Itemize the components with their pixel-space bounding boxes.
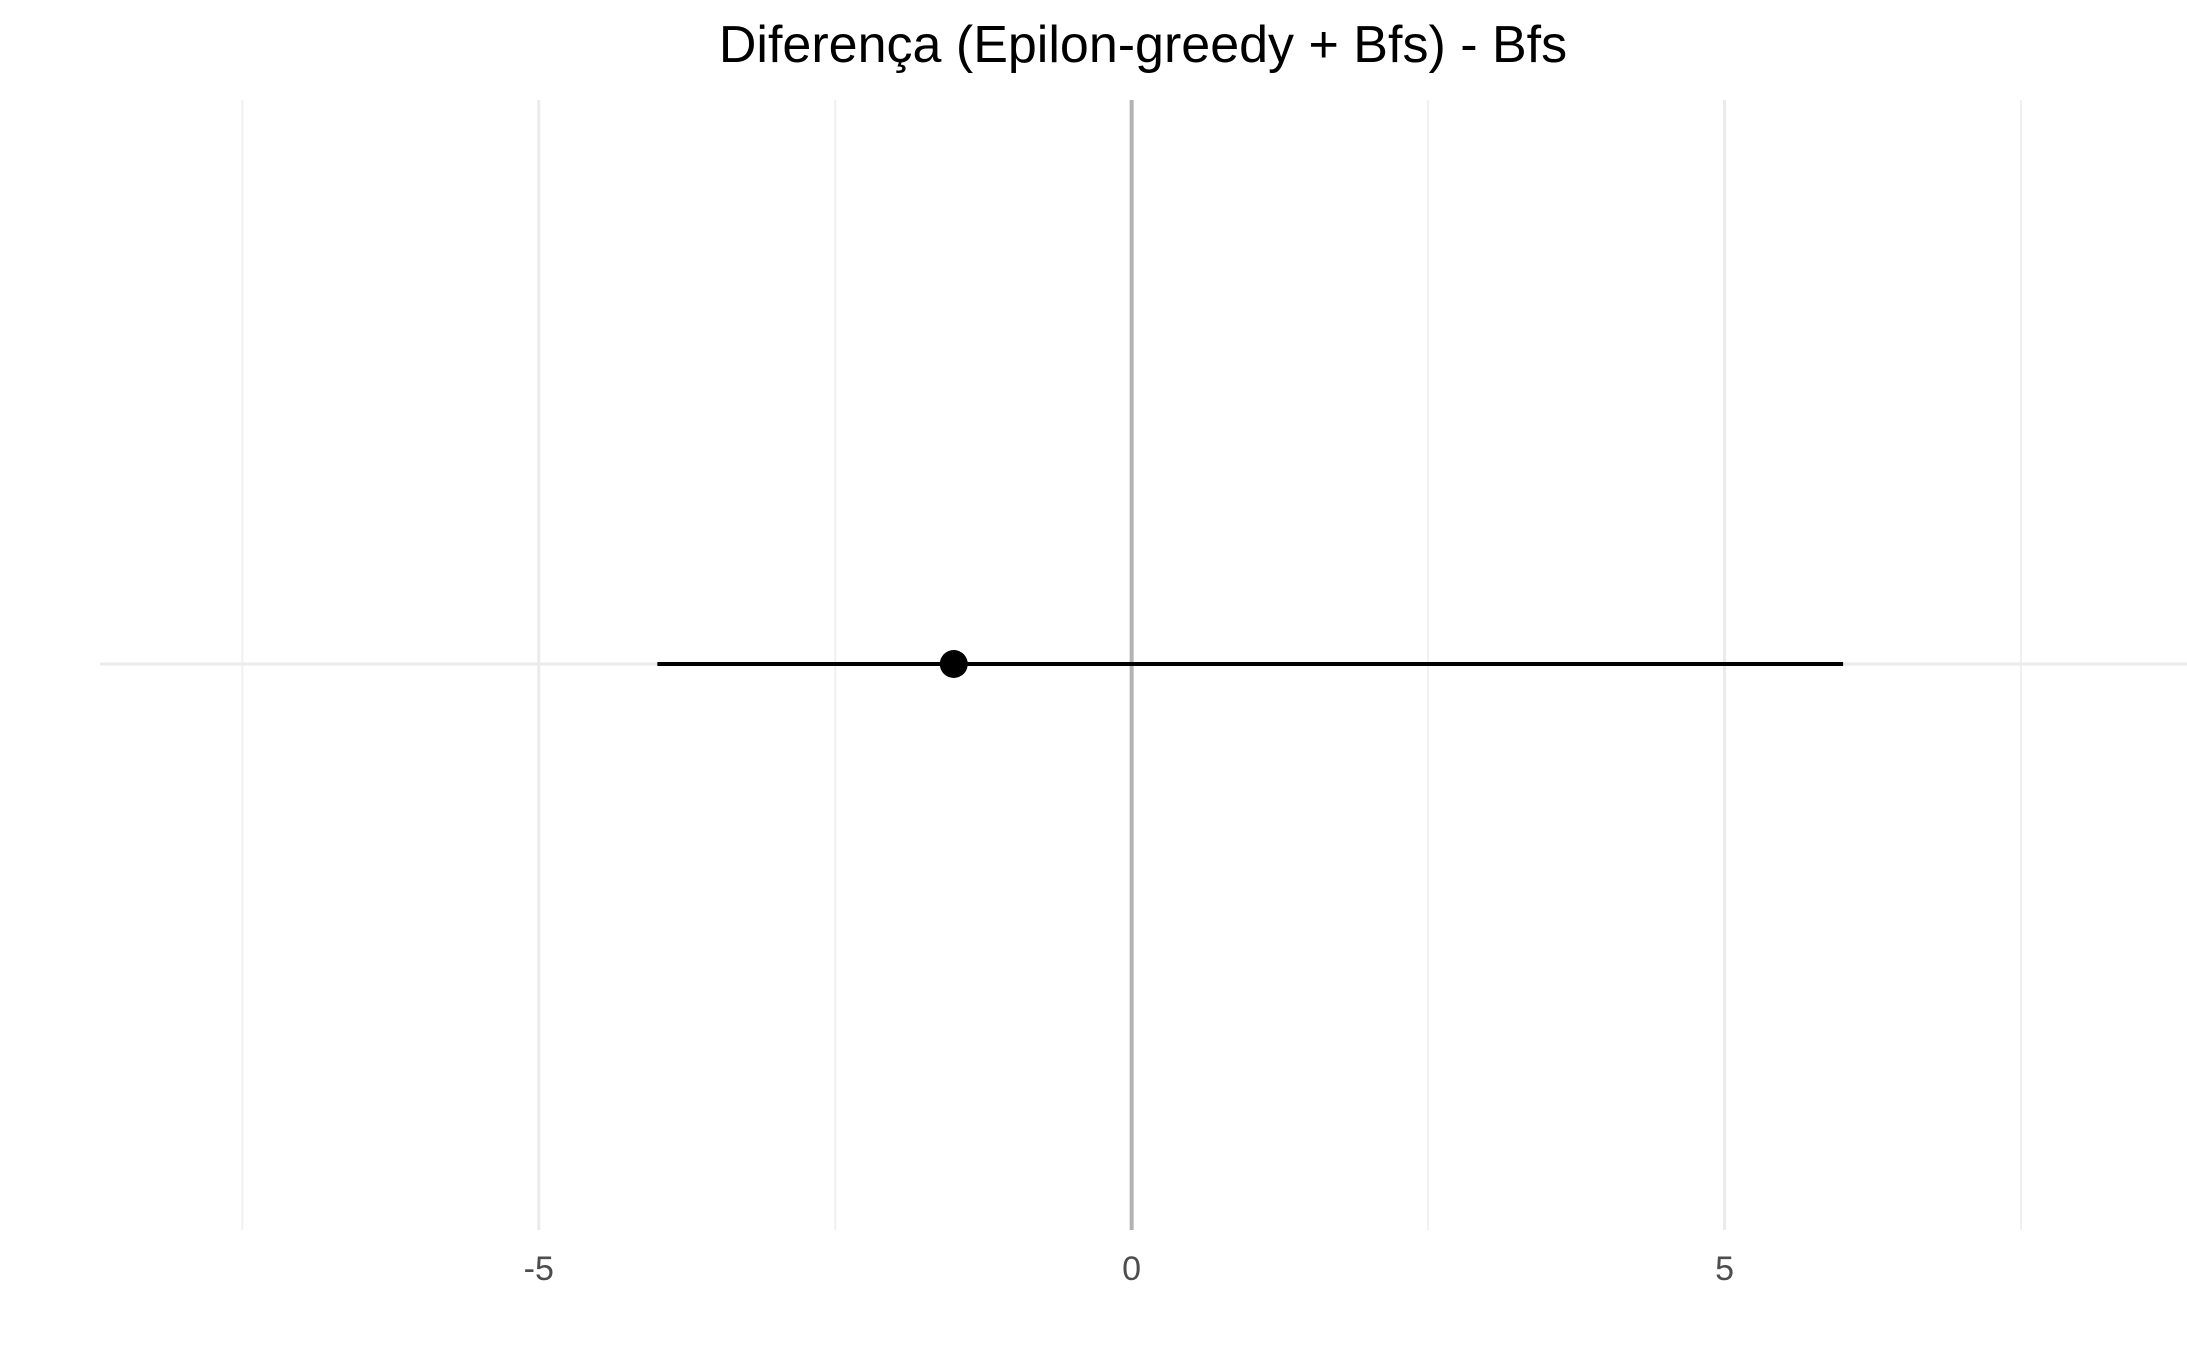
chart-title: Diferença (Epilon-greedy + Bfs) - Bfs [719, 16, 1567, 74]
estimate-point [939, 650, 968, 678]
x-tick-label: -5 [524, 1250, 554, 1288]
x-axis-tick-labels: -5 0 5 [524, 1250, 1734, 1288]
x-tick-label: 0 [1122, 1250, 1141, 1288]
x-tick-label: 5 [1715, 1250, 1734, 1288]
